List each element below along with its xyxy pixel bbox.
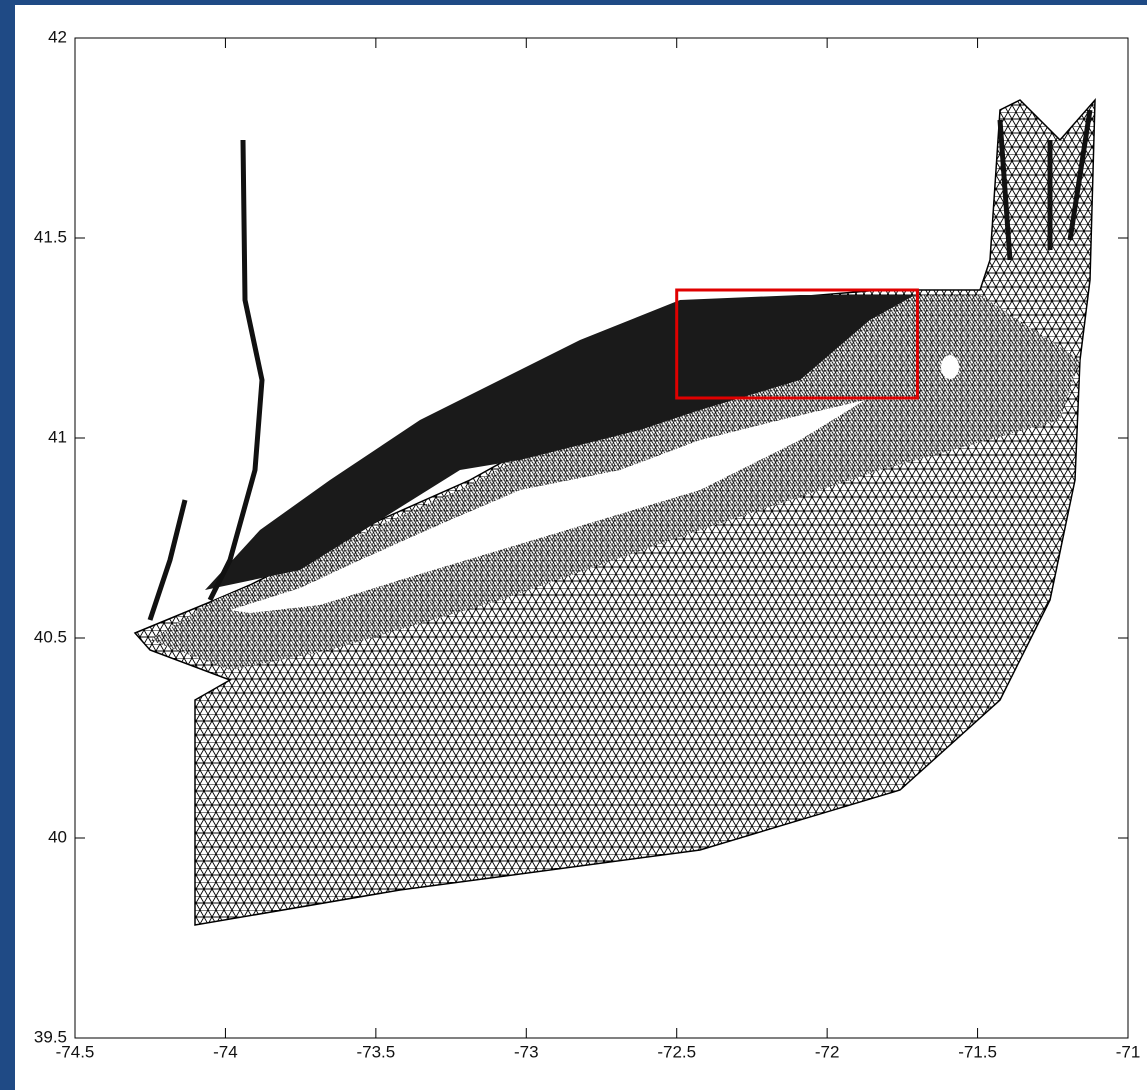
- y-tick-label: 41: [48, 427, 67, 446]
- x-tick-label: -71: [1116, 1042, 1141, 1061]
- x-tick-label: -71.5: [958, 1042, 997, 1061]
- figure: -74.5-74-73.5-73-72.5-72-71.5-7139.54040…: [0, 0, 1147, 1090]
- y-tick-label: 40: [48, 827, 67, 846]
- y-tick-label: 39.5: [34, 1027, 67, 1046]
- y-tick-label: 40.5: [34, 627, 67, 646]
- x-tick-label: -74: [213, 1042, 238, 1061]
- x-tick-label: -72: [815, 1042, 840, 1061]
- block-island: [941, 355, 959, 379]
- x-tick-label: -73.5: [356, 1042, 395, 1061]
- y-tick-label: 42: [48, 27, 67, 46]
- x-tick-label: -72.5: [657, 1042, 696, 1061]
- y-tick-label: 41.5: [34, 227, 67, 246]
- x-tick-label: -73: [514, 1042, 539, 1061]
